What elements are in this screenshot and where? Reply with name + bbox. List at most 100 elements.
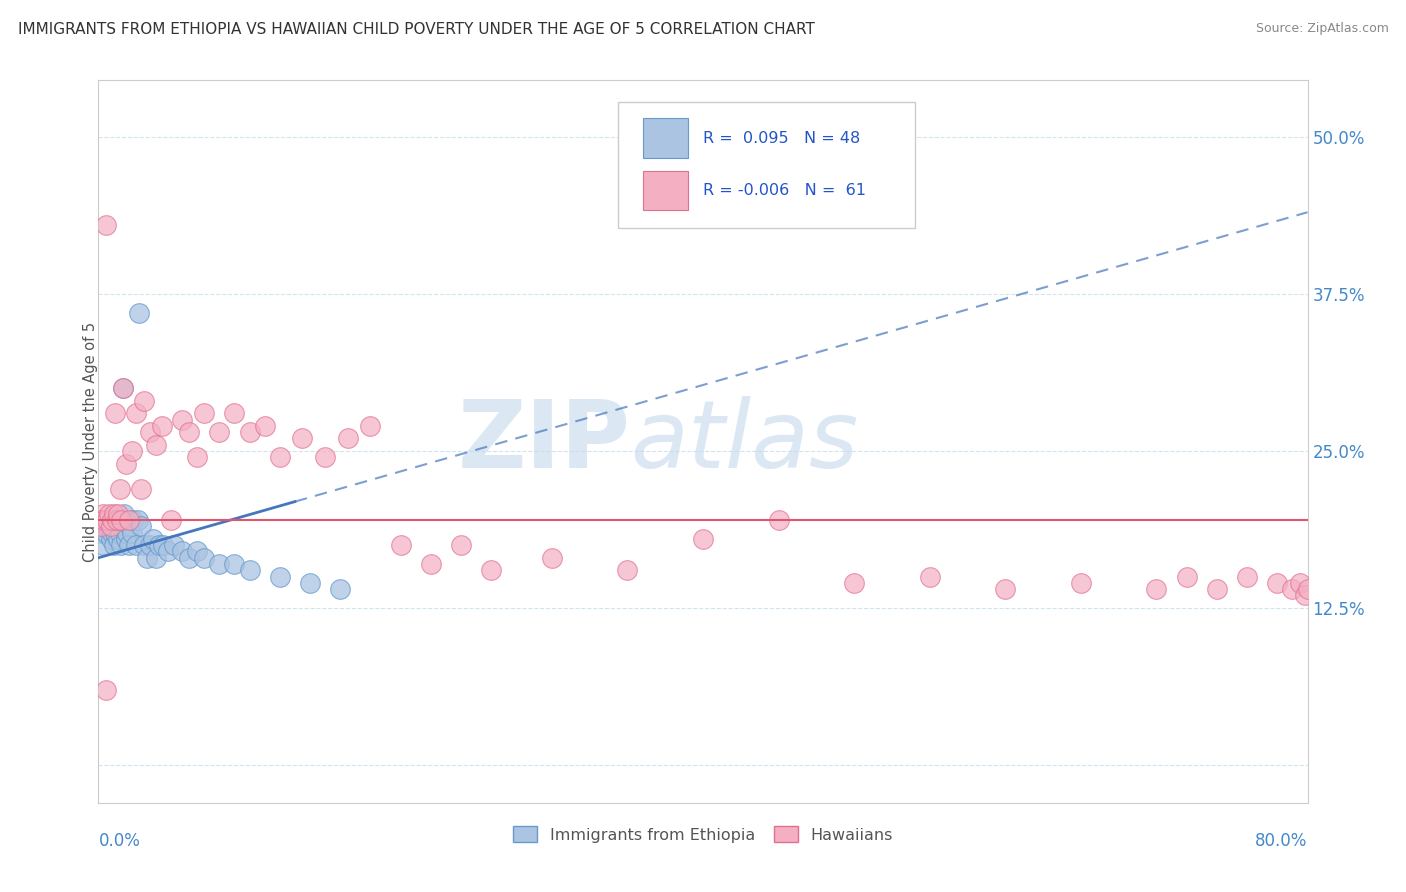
Point <box>108 525 131 540</box>
Point <box>112 507 135 521</box>
Point <box>314 450 336 465</box>
Point <box>186 450 208 465</box>
Point <box>918 569 941 583</box>
Point <box>114 532 136 546</box>
Point <box>148 538 170 552</box>
Point <box>110 513 132 527</box>
Point <box>239 425 262 439</box>
Point <box>128 306 150 320</box>
Point <box>90 525 112 540</box>
Y-axis label: Child Poverty Under the Age of 5: Child Poverty Under the Age of 5 <box>83 321 97 562</box>
Point <box>94 525 117 540</box>
Point <box>1289 575 1312 590</box>
Point <box>360 418 382 433</box>
Point <box>132 538 155 552</box>
Point <box>1236 569 1258 583</box>
Point <box>139 538 162 552</box>
Point <box>103 507 125 521</box>
Point <box>1175 569 1198 583</box>
Point <box>768 513 790 527</box>
Point <box>142 532 165 546</box>
Point <box>193 550 215 565</box>
Point <box>105 513 128 527</box>
Point <box>104 525 127 540</box>
Point <box>994 582 1017 597</box>
Point <box>253 418 276 433</box>
Point <box>93 513 115 527</box>
Point <box>616 563 638 577</box>
Point <box>239 563 262 577</box>
Point <box>94 682 117 697</box>
Point <box>224 557 246 571</box>
Point <box>100 519 122 533</box>
Point <box>692 532 714 546</box>
Point <box>1267 575 1289 590</box>
Point <box>120 519 142 533</box>
Point <box>1144 582 1167 597</box>
Point <box>179 425 201 439</box>
Point <box>329 582 352 597</box>
Point <box>103 538 125 552</box>
Point <box>91 538 114 552</box>
Point <box>96 513 118 527</box>
Text: 80.0%: 80.0% <box>1256 831 1308 850</box>
Text: R = -0.006   N =  61: R = -0.006 N = 61 <box>703 183 866 198</box>
Point <box>389 538 412 552</box>
Point <box>111 381 134 395</box>
FancyBboxPatch shape <box>619 102 915 228</box>
Point <box>91 507 114 521</box>
Point <box>170 412 193 426</box>
Point <box>160 513 183 527</box>
Point <box>101 513 124 527</box>
Point <box>93 513 115 527</box>
Point <box>1296 582 1319 597</box>
Point <box>108 482 131 496</box>
Point <box>89 513 111 527</box>
Text: ZIP: ZIP <box>457 395 630 488</box>
Point <box>107 507 129 521</box>
Point <box>103 519 125 533</box>
Point <box>118 538 141 552</box>
Point <box>114 457 136 471</box>
Point <box>844 575 866 590</box>
Point <box>269 450 291 465</box>
Point <box>129 482 152 496</box>
Point <box>121 525 143 540</box>
Point <box>163 538 186 552</box>
Point <box>94 218 117 232</box>
Text: IMMIGRANTS FROM ETHIOPIA VS HAWAIIAN CHILD POVERTY UNDER THE AGE OF 5 CORRELATIO: IMMIGRANTS FROM ETHIOPIA VS HAWAIIAN CHI… <box>18 22 815 37</box>
Point <box>121 444 143 458</box>
Point <box>291 431 314 445</box>
Point <box>208 557 231 571</box>
Point <box>186 544 208 558</box>
Point <box>170 544 193 558</box>
Point <box>1070 575 1092 590</box>
Point <box>115 525 138 540</box>
Point <box>127 513 149 527</box>
Point <box>145 438 167 452</box>
Point <box>179 550 201 565</box>
Point <box>125 406 148 420</box>
Text: atlas: atlas <box>630 396 859 487</box>
Point <box>139 425 162 439</box>
Point <box>336 431 359 445</box>
Point <box>193 406 215 420</box>
Point <box>98 513 121 527</box>
Text: Source: ZipAtlas.com: Source: ZipAtlas.com <box>1256 22 1389 36</box>
Point <box>110 513 132 527</box>
Point <box>100 532 122 546</box>
Point <box>90 519 112 533</box>
Point <box>150 418 173 433</box>
Point <box>122 513 145 527</box>
Point <box>110 538 132 552</box>
Point <box>152 538 174 552</box>
Point <box>450 538 472 552</box>
Point <box>89 513 111 527</box>
Point <box>299 575 322 590</box>
Point <box>269 569 291 583</box>
Point <box>1281 582 1303 597</box>
Text: R =  0.095   N = 48: R = 0.095 N = 48 <box>703 130 860 145</box>
Legend: Immigrants from Ethiopia, Hawaiians: Immigrants from Ethiopia, Hawaiians <box>506 820 900 849</box>
Point <box>96 519 118 533</box>
Bar <box>643 119 689 158</box>
